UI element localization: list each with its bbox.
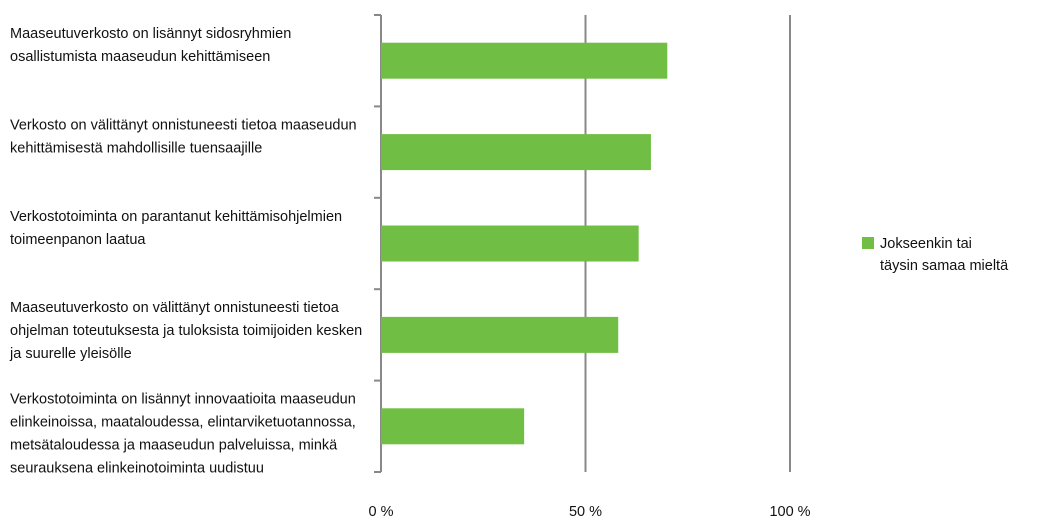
legend-swatch: [862, 237, 874, 249]
y-tick-label: Maaseutuverkosto on lisännyt sidosryhmie…: [10, 26, 291, 65]
y-tick-label: Maaseutuverkosto on välittänyt onnistune…: [9, 300, 362, 362]
x-tick-label: 0 %: [369, 504, 394, 520]
bar: [381, 225, 639, 262]
x-tick-label: 100 %: [769, 504, 810, 520]
bar: [381, 408, 525, 445]
x-tick-label: 50 %: [569, 504, 602, 520]
y-tick-label: Verkostotoiminta on lisännyt innovaatioi…: [10, 391, 356, 476]
bar: [381, 42, 668, 79]
y-tick-label: Verkostotoiminta on parantanut kehittämi…: [10, 209, 342, 248]
bar: [381, 134, 651, 171]
legend-label: Jokseenkin tai täysin samaa mieltä: [880, 236, 1009, 274]
bar: [381, 316, 619, 353]
y-tick-label: Verkosto on välittänyt onnistuneesti tie…: [10, 117, 357, 156]
